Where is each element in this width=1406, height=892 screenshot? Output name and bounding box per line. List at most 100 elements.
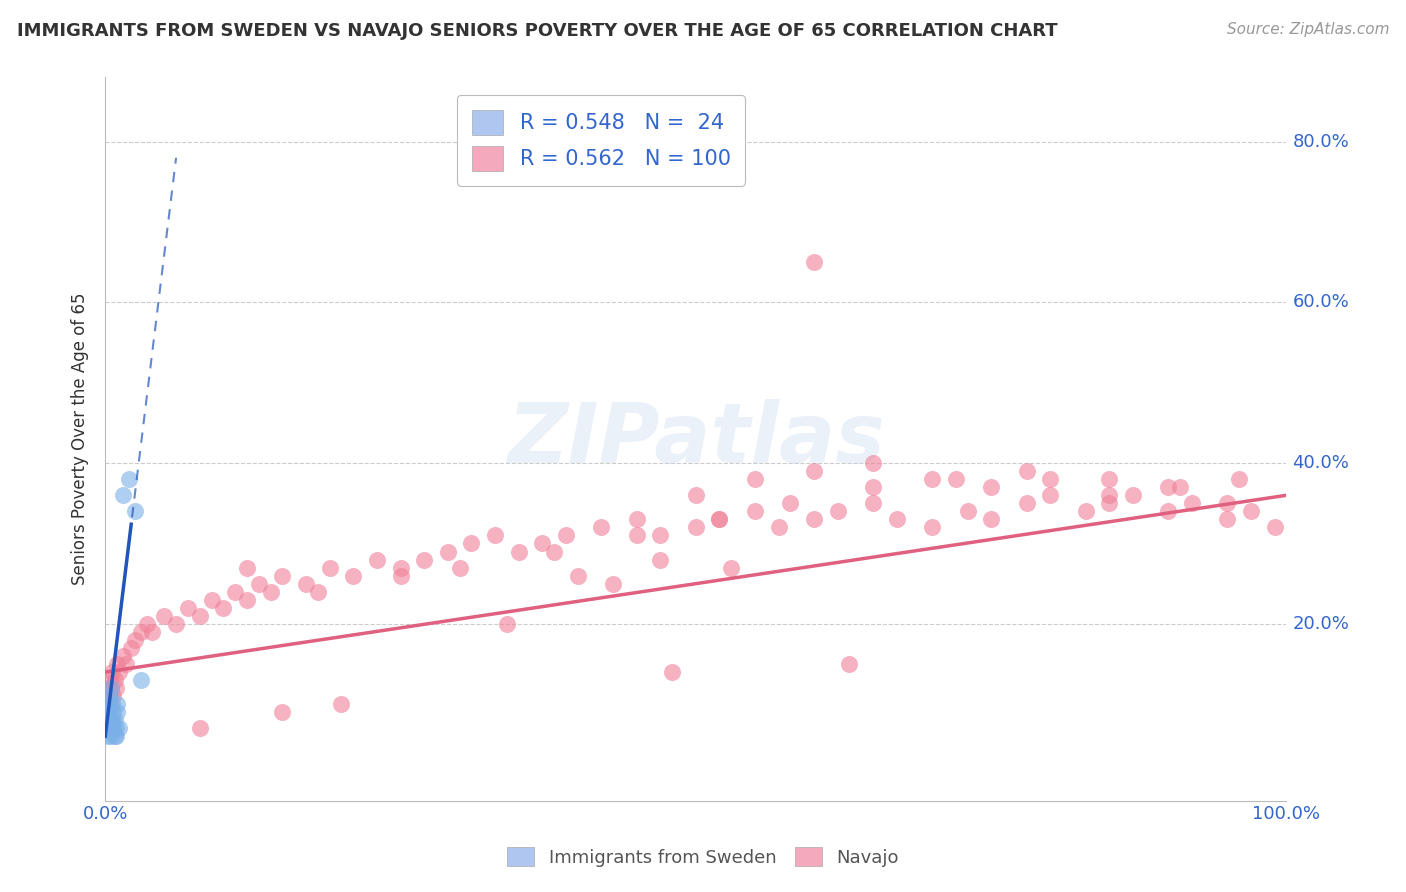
Point bbox=[484, 528, 506, 542]
Legend: Immigrants from Sweden, Navajo: Immigrants from Sweden, Navajo bbox=[501, 840, 905, 874]
Point bbox=[862, 456, 884, 470]
Point bbox=[945, 472, 967, 486]
Point bbox=[1216, 512, 1239, 526]
Point bbox=[508, 544, 530, 558]
Point bbox=[709, 512, 731, 526]
Point bbox=[1181, 496, 1204, 510]
Point bbox=[1157, 504, 1180, 518]
Point bbox=[96, 697, 118, 711]
Point bbox=[224, 584, 246, 599]
Point bbox=[1015, 464, 1038, 478]
Point bbox=[124, 504, 146, 518]
Point bbox=[188, 721, 211, 735]
Point bbox=[685, 520, 707, 534]
Point bbox=[105, 697, 128, 711]
Point bbox=[97, 729, 120, 743]
Point bbox=[366, 552, 388, 566]
Point bbox=[307, 584, 329, 599]
Point bbox=[531, 536, 554, 550]
Point bbox=[96, 721, 118, 735]
Point bbox=[98, 713, 121, 727]
Point bbox=[129, 624, 152, 639]
Point bbox=[1240, 504, 1263, 518]
Text: 20.0%: 20.0% bbox=[1292, 615, 1350, 632]
Point bbox=[105, 657, 128, 671]
Point bbox=[111, 648, 134, 663]
Point bbox=[803, 464, 825, 478]
Point bbox=[97, 697, 120, 711]
Point bbox=[921, 520, 943, 534]
Point bbox=[103, 721, 125, 735]
Point bbox=[98, 673, 121, 687]
Text: 60.0%: 60.0% bbox=[1292, 293, 1350, 311]
Point bbox=[1039, 472, 1062, 486]
Point bbox=[104, 729, 127, 743]
Point bbox=[956, 504, 979, 518]
Point bbox=[1157, 480, 1180, 494]
Point bbox=[449, 560, 471, 574]
Point bbox=[1039, 488, 1062, 502]
Point bbox=[104, 721, 127, 735]
Point bbox=[103, 705, 125, 719]
Text: Source: ZipAtlas.com: Source: ZipAtlas.com bbox=[1226, 22, 1389, 37]
Point bbox=[389, 560, 412, 574]
Point bbox=[685, 488, 707, 502]
Point bbox=[626, 528, 648, 542]
Point bbox=[1227, 472, 1250, 486]
Point bbox=[980, 512, 1002, 526]
Point bbox=[236, 592, 259, 607]
Point bbox=[768, 520, 790, 534]
Point bbox=[554, 528, 576, 542]
Point bbox=[342, 568, 364, 582]
Point bbox=[104, 681, 127, 695]
Point bbox=[779, 496, 801, 510]
Point bbox=[803, 512, 825, 526]
Point bbox=[1216, 496, 1239, 510]
Point bbox=[650, 552, 672, 566]
Point bbox=[744, 472, 766, 486]
Point bbox=[1122, 488, 1144, 502]
Text: 80.0%: 80.0% bbox=[1292, 133, 1350, 151]
Point bbox=[120, 640, 142, 655]
Point bbox=[1098, 488, 1121, 502]
Point bbox=[247, 576, 270, 591]
Point bbox=[103, 689, 125, 703]
Point bbox=[141, 624, 163, 639]
Point bbox=[602, 576, 624, 591]
Point bbox=[1015, 496, 1038, 510]
Point bbox=[709, 512, 731, 526]
Point bbox=[101, 697, 124, 711]
Point bbox=[980, 480, 1002, 494]
Point bbox=[153, 608, 176, 623]
Point bbox=[97, 721, 120, 735]
Point bbox=[97, 705, 120, 719]
Point bbox=[1074, 504, 1097, 518]
Point bbox=[104, 673, 127, 687]
Point bbox=[495, 616, 517, 631]
Point bbox=[330, 697, 353, 711]
Point bbox=[921, 472, 943, 486]
Point bbox=[661, 665, 683, 679]
Point bbox=[108, 721, 131, 735]
Point bbox=[1098, 496, 1121, 510]
Point bbox=[97, 681, 120, 695]
Point bbox=[236, 560, 259, 574]
Point bbox=[97, 689, 120, 703]
Point bbox=[98, 689, 121, 703]
Point bbox=[886, 512, 908, 526]
Point bbox=[626, 512, 648, 526]
Point bbox=[543, 544, 565, 558]
Point bbox=[104, 713, 127, 727]
Point bbox=[212, 600, 235, 615]
Point bbox=[720, 560, 742, 574]
Point bbox=[413, 552, 436, 566]
Point bbox=[100, 681, 122, 695]
Point bbox=[108, 665, 131, 679]
Point bbox=[129, 673, 152, 687]
Point bbox=[1168, 480, 1191, 494]
Point bbox=[105, 705, 128, 719]
Point bbox=[827, 504, 849, 518]
Point bbox=[259, 584, 281, 599]
Point bbox=[862, 496, 884, 510]
Point bbox=[135, 616, 157, 631]
